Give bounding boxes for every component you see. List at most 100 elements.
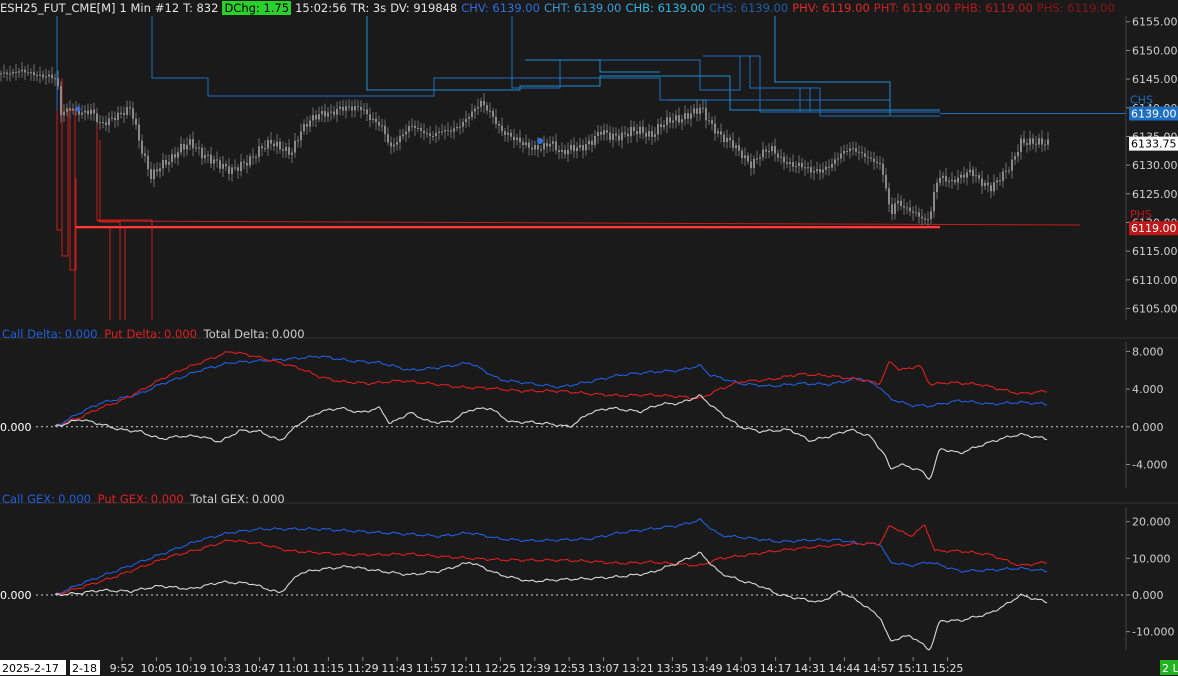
delta-pane: 8.000 4.000 0.000 -4.000 0.000	[0, 337, 1178, 488]
candle-body	[753, 158, 755, 169]
candle-body	[375, 118, 377, 123]
candle-body	[501, 125, 503, 132]
candle-body	[474, 108, 476, 112]
candle-body	[972, 169, 974, 177]
candle-body	[648, 131, 650, 137]
call-gex-value: 0.000	[58, 492, 91, 506]
candle-body	[780, 156, 782, 158]
candle-body	[156, 169, 158, 172]
candle-body	[594, 135, 596, 145]
candle-body	[12, 71, 14, 74]
candle-body	[357, 106, 359, 108]
candle-body	[840, 153, 842, 159]
level-chs: CHS: 6139.00	[709, 1, 789, 15]
candle-body	[867, 156, 869, 158]
candle-body	[852, 148, 854, 150]
candle-body	[288, 146, 290, 155]
time-label: 15:02:56	[295, 1, 347, 15]
call-hedge-level-line	[755, 87, 811, 113]
candle-body	[585, 144, 587, 151]
badge-box[interactable]	[1160, 660, 1178, 675]
candle-body	[192, 139, 194, 149]
candle-body	[309, 120, 311, 127]
put-hedge-level-line	[96, 220, 1081, 226]
candle-body	[903, 206, 905, 208]
candle-body	[267, 139, 269, 149]
candle-body	[669, 117, 671, 123]
candle-body	[447, 130, 449, 132]
x-axis: 2025-2-17 2-18 9:52 10:05 10:19 10:33 10:47 11:…	[0, 657, 1178, 676]
candle-body	[873, 158, 875, 162]
x-axis-background	[0, 657, 1178, 676]
candle-body	[573, 144, 575, 152]
candles-group	[0, 61, 1049, 228]
candle-body	[951, 179, 953, 182]
candle-body	[942, 175, 944, 178]
candle-body	[306, 123, 308, 127]
candle-body	[900, 200, 902, 207]
candle-body	[204, 154, 206, 159]
candle-body	[705, 108, 707, 121]
candle-body	[6, 72, 8, 75]
candle-body	[561, 149, 563, 153]
candle-body	[990, 185, 992, 192]
call-hedge-level-line	[774, 16, 891, 114]
candle-body	[138, 124, 140, 141]
interval-label[interactable]: 1 Min	[119, 1, 151, 15]
candle-body	[123, 112, 125, 115]
candle-body	[189, 139, 191, 145]
candle-body	[207, 154, 209, 156]
time-label: 9:52	[110, 662, 135, 675]
time-label: 15:11	[897, 662, 929, 675]
candle-body	[210, 154, 212, 164]
time-label: 12:11	[450, 662, 482, 675]
candle-body	[234, 167, 236, 169]
candle-body	[639, 126, 641, 135]
symbol-label[interactable]: ESH25_FUT_CME[M]	[0, 1, 116, 15]
candle-body	[471, 111, 473, 118]
candle-body	[270, 139, 272, 144]
candle-body	[510, 132, 512, 137]
candle-body	[87, 110, 89, 115]
candle-body	[15, 71, 17, 73]
candle-body	[1032, 138, 1034, 144]
candle-body	[378, 122, 380, 126]
candle-body	[21, 69, 23, 72]
candle-body	[321, 111, 323, 115]
candle-body	[261, 146, 263, 149]
chs-price-box	[1129, 106, 1178, 121]
candle-body	[522, 142, 524, 146]
zero-label: 0.000	[0, 421, 32, 434]
candle-body	[957, 177, 959, 183]
candle-body	[912, 211, 914, 213]
pane-tick-label: 0.000	[1132, 421, 1164, 434]
candle-body	[603, 130, 605, 135]
candle-body	[390, 142, 392, 147]
candle-body	[531, 147, 533, 150]
candle-body	[1044, 144, 1046, 146]
candle-body	[39, 74, 41, 76]
total-delta-label: Total Delta:	[203, 327, 269, 341]
candle-body	[699, 107, 701, 114]
delta-legend: Call Delta: 0.000 Put Delta: 0.000 Total D…	[2, 327, 308, 341]
candle-body	[282, 149, 284, 151]
candle-body	[693, 108, 695, 114]
time-label: 10:33	[209, 662, 241, 675]
candle-body	[99, 122, 101, 124]
candle-body	[627, 133, 629, 137]
total-delta-line	[54, 394, 1048, 480]
candle-body	[78, 108, 80, 115]
pane-tick-label: 20.000	[1132, 516, 1171, 529]
pane-tick-label: -10.000	[1132, 626, 1174, 639]
candle-body	[420, 128, 422, 131]
candle-body	[198, 147, 200, 149]
time-label: 13:35	[657, 662, 689, 675]
candle-body	[483, 100, 485, 106]
time-label: 11:01	[278, 662, 310, 675]
candle-body	[870, 157, 872, 159]
put-delta-label: Put Delta:	[104, 327, 162, 341]
phs-price-value: 6119.00	[1131, 222, 1177, 235]
candle-body	[438, 131, 440, 133]
candle-body	[525, 142, 527, 146]
